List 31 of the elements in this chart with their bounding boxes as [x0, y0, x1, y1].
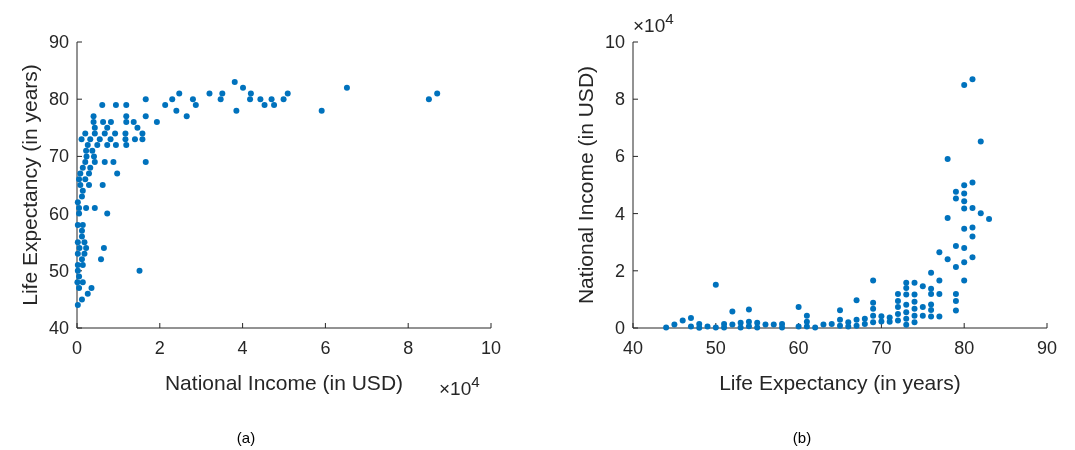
x-tick-label: 8: [403, 338, 414, 358]
y-tick-label: 40: [48, 318, 69, 338]
x-tick-label: 4: [237, 338, 248, 358]
y-tick-label: 60: [48, 203, 69, 224]
y-tick-label: 10: [604, 32, 625, 52]
y-axis-title: Life Expectancy (in years): [18, 64, 41, 306]
x-tick-label: 0: [71, 338, 83, 358]
y-tick-label: 6: [614, 146, 625, 167]
text: ×10$^{4}$: [633, 9, 674, 36]
x-tick-label: 10: [480, 338, 502, 358]
y-tick-label: 4: [614, 203, 625, 224]
y-axis-title: National Income (in USD): [574, 65, 597, 305]
x-axis-title: National Income (in USD): [164, 371, 404, 394]
x-axis-title: Life Expectancy (in years): [719, 371, 961, 394]
text: (a): [236, 429, 256, 446]
x-tick-label: 60: [788, 338, 809, 358]
y-tick-label: 70: [48, 146, 69, 167]
y-tick-label: 90: [48, 32, 69, 52]
y-tick-label: 8: [614, 89, 625, 110]
x-tick-label: 50: [705, 338, 726, 358]
text: (b): [792, 429, 812, 446]
x-tick-label: 2: [154, 338, 165, 358]
y-tick-label: 80: [48, 89, 69, 110]
x-tick-label: 6: [320, 338, 331, 358]
text: ×10$^{4}$: [439, 372, 480, 399]
x-tick-label: 90: [1036, 338, 1058, 358]
x-tick-label: 70: [871, 338, 892, 358]
x-tick-label: 80: [954, 338, 975, 358]
y-tick-label: 50: [48, 260, 69, 281]
y-tick-label: 0: [614, 318, 625, 338]
y-tick-label: 2: [614, 260, 625, 281]
